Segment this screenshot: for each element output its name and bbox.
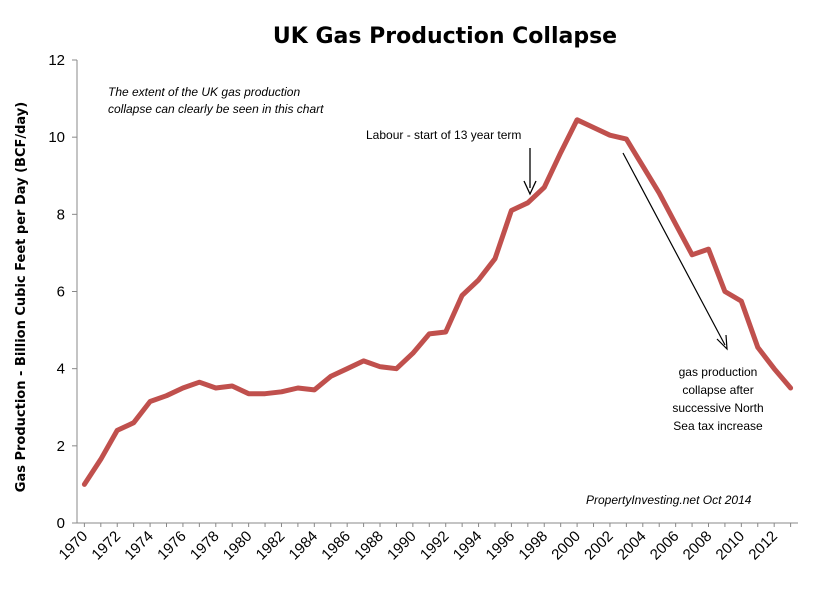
- y-tick-label: 0: [57, 515, 65, 532]
- collapse-line-1: gas production: [679, 365, 758, 379]
- x-tick-label: 1972: [88, 528, 124, 564]
- x-tick-label: 1990: [384, 528, 420, 564]
- x-tick-label: 1994: [450, 528, 486, 564]
- x-tick-label: 1982: [253, 528, 289, 564]
- y-axis-label: Gas Production - Billion Cubic Feet per …: [14, 102, 29, 492]
- intro-line-1: The extent of the UK gas production: [108, 85, 300, 99]
- y-tick-label: 10: [48, 129, 65, 146]
- series-layer: [81, 117, 794, 487]
- y-tick-label: 12: [48, 52, 65, 69]
- x-tick-label: 2006: [647, 528, 683, 564]
- series-line: [81, 117, 794, 487]
- collapse-annotation: gas production collapse after successive…: [672, 365, 763, 433]
- intro-line-2: collapse can clearly be seen in this cha…: [108, 102, 324, 116]
- x-tick-label: 2010: [713, 528, 749, 564]
- labour-arrow-head: [523, 180, 537, 196]
- collapse-line-4: Sea tax increase: [673, 419, 763, 433]
- x-tick-label: 2012: [745, 528, 781, 564]
- x-tick-label: 1984: [286, 528, 322, 564]
- x-tick-label: 1998: [515, 528, 551, 564]
- x-tick-label: 2000: [548, 528, 584, 564]
- credit-annotation: PropertyInvesting.net Oct 2014: [586, 493, 752, 507]
- x-tick-label: 1970: [56, 528, 92, 564]
- collapse-arrow-head: [716, 334, 728, 351]
- collapse-line-2: collapse after: [682, 383, 753, 397]
- y-tick-label: 6: [57, 284, 65, 301]
- intro-annotation: The extent of the UK gas production coll…: [108, 85, 324, 116]
- x-tick-label: 2004: [614, 528, 650, 564]
- x-tick-label: 1988: [351, 528, 387, 564]
- labour-annotation: Labour - start of 13 year term: [366, 128, 521, 142]
- x-tick-label: 1992: [417, 528, 453, 564]
- x-tick-label: 1974: [121, 528, 157, 564]
- x-tick-label: 1980: [220, 528, 256, 564]
- y-tick-label: 2: [57, 438, 65, 455]
- x-tick-label: 1996: [483, 528, 519, 564]
- chart-title: UK Gas Production Collapse: [273, 24, 617, 49]
- x-tick-label: 2002: [581, 528, 617, 564]
- collapse-arrow: [622, 152, 726, 346]
- y-tick-label: 4: [57, 361, 65, 378]
- y-axis: 0 2 4 6 8 10 12: [48, 52, 78, 532]
- x-axis: 1970197219741976197819801982198419861988…: [56, 522, 798, 564]
- x-tick-label: 1978: [187, 528, 223, 564]
- collapse-line-3: successive North: [672, 401, 763, 415]
- x-tick-label: 1986: [318, 528, 354, 564]
- x-tick-label: 1976: [154, 528, 190, 564]
- x-tick-label: 2008: [680, 528, 716, 564]
- y-tick-label: 8: [57, 206, 65, 223]
